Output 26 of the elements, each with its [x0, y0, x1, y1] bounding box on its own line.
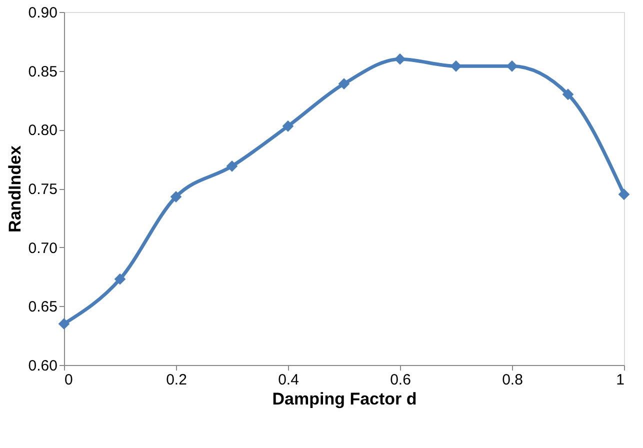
point [58, 318, 70, 330]
point [170, 191, 182, 202]
point [282, 120, 294, 132]
y-axis-title: RandIndex [5, 145, 24, 232]
point [114, 273, 126, 285]
y-tick-label: 0.80 [28, 122, 58, 140]
point [338, 78, 350, 90]
x-tick-label: 1 [616, 372, 624, 388]
y-tick-label: 0.60 [28, 358, 58, 374]
x-tick-label: 0 [64, 372, 73, 388]
x-tick-label: 0.6 [390, 372, 411, 388]
y-tick-label: 0.90 [28, 4, 58, 22]
y-tick-label: 0.85 [28, 63, 58, 80]
x-axis-title: Damping Factor d [272, 390, 417, 408]
point [506, 60, 518, 72]
x-tick-label: 0.4 [278, 372, 299, 388]
point [226, 160, 238, 172]
y-tick-label: 0.70 [28, 240, 58, 257]
point [450, 60, 462, 72]
x-tick-label: 0.8 [502, 372, 523, 388]
y-tick-label: 0.75 [28, 181, 58, 198]
x-tick-label: 0.2 [166, 372, 187, 388]
point [394, 53, 406, 65]
y-tick-label: 0.65 [28, 298, 58, 316]
point [618, 188, 630, 200]
point [562, 88, 574, 100]
